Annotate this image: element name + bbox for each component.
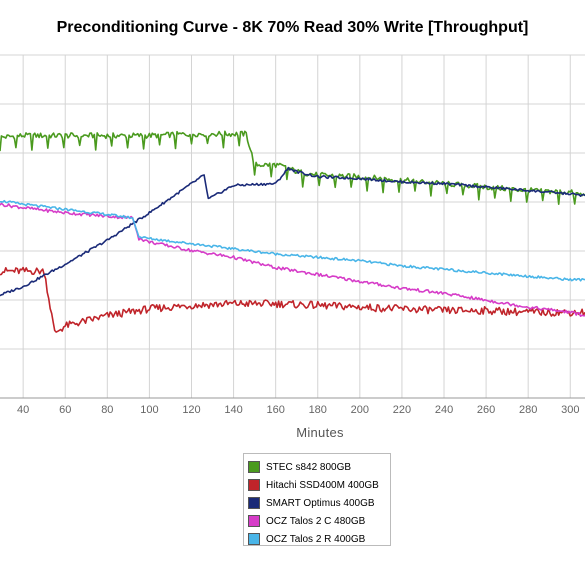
series-line-3 xyxy=(0,202,585,317)
legend-swatch xyxy=(248,497,260,509)
legend-item: SMART Optimus 400GB xyxy=(244,494,390,512)
legend-label: OCZ Talos 2 C 480GB xyxy=(266,515,366,527)
legend-item: OCZ Talos 2 R 400GB xyxy=(244,530,390,548)
legend-label: OCZ Talos 2 R 400GB xyxy=(266,533,366,545)
x-axis: 40 60 80 100 120 140 160 180 200 220 240 260 280 300 xyxy=(0,397,585,416)
x-tick-label: 260 xyxy=(477,404,495,416)
x-tick-label: 300 xyxy=(561,404,579,416)
x-tick-label: 40 xyxy=(17,404,29,416)
x-tick-label: 140 xyxy=(224,404,242,416)
legend-swatch xyxy=(248,515,260,527)
series-line-0 xyxy=(0,130,585,205)
legend-swatch xyxy=(248,461,260,473)
x-tick-label: 80 xyxy=(101,404,113,416)
legend-item: STEC s842 800GB xyxy=(244,458,390,476)
x-tick-label: 280 xyxy=(519,404,537,416)
x-tick-label: 120 xyxy=(182,404,200,416)
x-tick-label: 180 xyxy=(309,404,327,416)
legend-label: Hitachi SSD400M 400GB xyxy=(266,479,379,491)
chart-title: Preconditioning Curve - 8K 70% Read 30% … xyxy=(56,19,529,36)
legend-label: SMART Optimus 400GB xyxy=(266,497,375,509)
legend-item: Hitachi SSD400M 400GB xyxy=(244,476,390,494)
series-line-4 xyxy=(0,199,585,282)
legend: STEC s842 800GB Hitachi SSD400M 400GB SMAR… xyxy=(243,453,391,546)
gridlines xyxy=(0,54,585,399)
series-lines xyxy=(0,130,585,333)
legend-swatch xyxy=(248,533,260,545)
legend-label: STEC s842 800GB xyxy=(266,461,352,473)
x-tick-label: 100 xyxy=(140,404,158,416)
x-axis-label: Minutes xyxy=(296,425,344,440)
x-tick-label: 220 xyxy=(393,404,411,416)
legend-item: OCZ Talos 2 C 480GB xyxy=(244,512,390,530)
plot-area: 40 60 80 100 120 140 160 180 200 220 240 260 280 300 xyxy=(0,54,585,416)
x-tick-label: 60 xyxy=(59,404,71,416)
x-tick-label: 240 xyxy=(435,404,453,416)
x-tick-label: 160 xyxy=(266,404,284,416)
x-tick-label: 200 xyxy=(351,404,369,416)
series-line-1 xyxy=(0,266,585,333)
series-line-2 xyxy=(0,166,585,297)
legend-swatch xyxy=(248,479,260,491)
